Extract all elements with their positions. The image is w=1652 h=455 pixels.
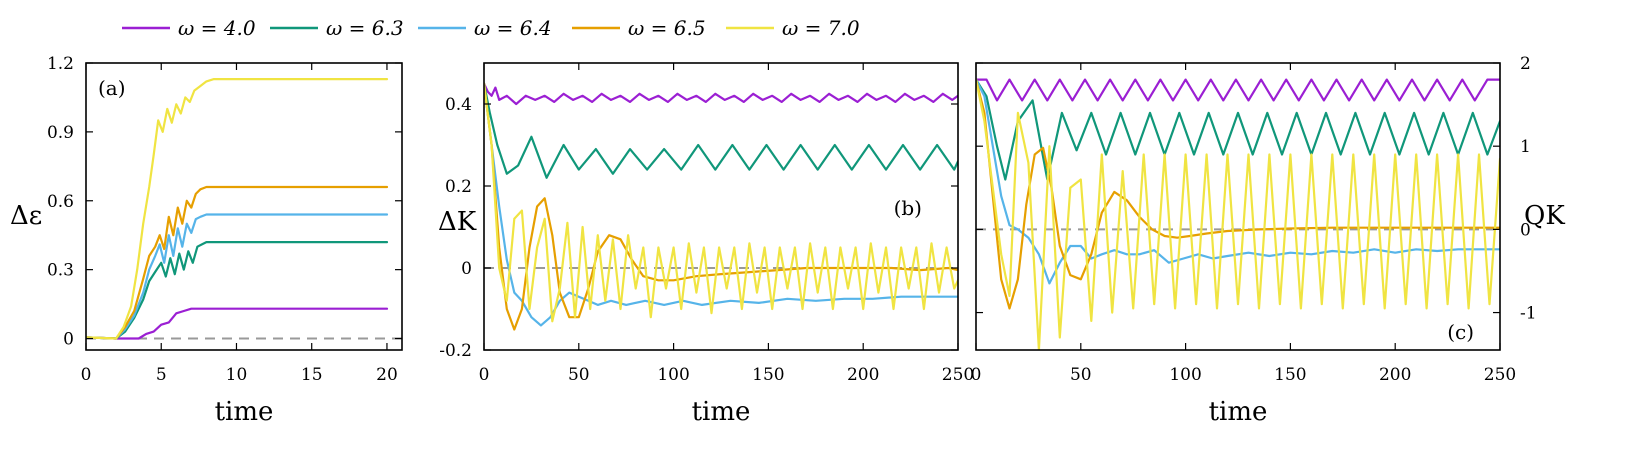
plot-frame (975, 62, 1501, 351)
y-tick-label: -0.2 (439, 341, 472, 361)
legend-entry-w63: ω = 6.3 (270, 16, 404, 40)
series-line-w70 (484, 82, 958, 323)
y-tick-label: 0 (1520, 220, 1531, 240)
x-tick-label: 150 (1274, 365, 1306, 385)
x-tick-label: 200 (847, 365, 879, 385)
y-tick-label: 0.6 (47, 192, 74, 212)
y-axis-label: QK (1524, 201, 1565, 231)
x-tick-label: 250 (942, 365, 974, 385)
series-line-w64 (484, 82, 958, 327)
y-tick-label: 2 (1520, 54, 1531, 74)
series-group (86, 78, 389, 340)
series-line-w70 (86, 78, 389, 340)
series-line-w63 (484, 82, 958, 179)
legend-label: ω = 4.0 (178, 16, 256, 40)
panel-label: (c) (1447, 320, 1474, 344)
series-line-w65 (484, 82, 958, 331)
y-tick-label: 0.9 (47, 123, 74, 143)
y-tick-label: 1.2 (47, 54, 74, 74)
x-tick-label: 5 (156, 365, 167, 385)
x-tick-label: 0 (479, 365, 490, 385)
series-line-w65 (86, 185, 389, 340)
y-axis-label: ΔK (438, 207, 477, 237)
x-tick-label: 0 (81, 365, 92, 385)
legend-entry-w70: ω = 7.0 (726, 16, 860, 40)
y-tick-label: 0.3 (47, 261, 74, 281)
y-tick-label: 0.4 (445, 95, 472, 115)
x-tick-label: 10 (226, 365, 248, 385)
series-line-w40 (86, 307, 389, 340)
series-line-w70 (976, 78, 1500, 350)
x-tick-label: 100 (657, 365, 689, 385)
series-line-w64 (976, 78, 1500, 285)
y-tick-label: 1 (1520, 137, 1531, 157)
x-axis-label: time (1209, 397, 1268, 427)
x-axis-label: time (692, 397, 751, 427)
legend-entry-w40: ω = 4.0 (122, 16, 256, 40)
legend-label: ω = 6.3 (326, 16, 404, 40)
legend-entry-w64: ω = 6.4 (418, 16, 552, 40)
y-tick-label: 0 (461, 259, 472, 279)
legend-label: ω = 6.4 (474, 16, 552, 40)
y-tick-label: 0.2 (445, 177, 472, 197)
legend-entry-w65: ω = 6.5 (572, 16, 706, 40)
x-tick-label: 20 (376, 365, 398, 385)
series-line-w65 (976, 78, 1500, 310)
series-line-w63 (86, 241, 389, 340)
x-tick-label: 50 (1070, 365, 1092, 385)
y-axis-label: Δε (10, 201, 42, 231)
panel-b: 0 50 100 150 200 250 -0.2 0 0.2 0.4 time ΔK (b) (438, 62, 974, 427)
x-tick-label: 250 (1484, 365, 1516, 385)
x-tick-label: 100 (1169, 365, 1201, 385)
x-tick-label: 200 (1379, 365, 1411, 385)
panel-c: 0 50 100 150 200 250 -1 0 1 2 time QK (c) (971, 54, 1566, 427)
y-tick-label: 0 (63, 330, 74, 350)
series-group (484, 82, 958, 331)
series-group (976, 78, 1500, 350)
x-tick-label: 0 (971, 365, 982, 385)
panel-label: (a) (98, 76, 126, 100)
series-line-w40 (976, 78, 1500, 102)
series-line-w40 (484, 82, 958, 106)
plot-frame (85, 62, 403, 351)
legend-label: ω = 7.0 (782, 16, 860, 40)
legend-label: ω = 6.5 (628, 16, 706, 40)
panel-a: 0 5 10 15 20 0 0.3 0.6 0.9 1.2 time Δε (a) (10, 54, 403, 427)
x-axis-label: time (215, 397, 274, 427)
x-tick-label: 150 (752, 365, 784, 385)
plot-frame (483, 62, 959, 351)
legend: ω = 4.0 ω = 6.3 ω = 6.4 ω = 6.5 ω = 7.0 (122, 16, 860, 40)
x-tick-label: 15 (301, 365, 323, 385)
series-line-w64 (86, 213, 389, 340)
y-tick-label: -1 (1520, 304, 1537, 324)
panel-label: (b) (894, 196, 922, 220)
x-tick-label: 50 (568, 365, 590, 385)
